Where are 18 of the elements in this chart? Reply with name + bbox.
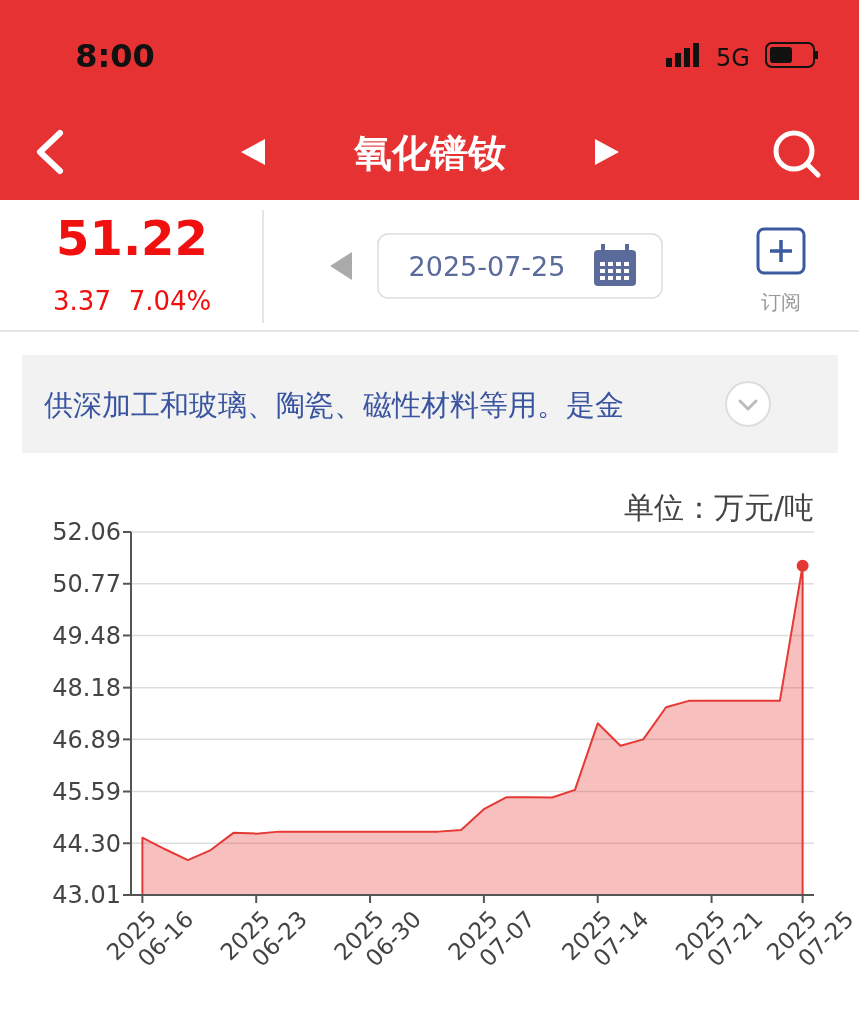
text: 51.22 [56,210,208,266]
y-tick-label: 49.48 [52,621,121,650]
text: 供深加工和玻璃、陶瓷、磁性材料等用。是金 [44,388,624,422]
chart-title: 氧化镨钕 [353,131,506,175]
y-tick-label: 46.89 [52,725,121,754]
text: 7.04% [128,286,212,316]
y-tick-label: 44.30 [52,829,121,858]
y-axis-title: 单位：万元/吨 [623,490,814,525]
text: 订阅 [761,290,801,314]
text: 8:00 [75,37,155,75]
y-tick-label: 43.01 [52,881,121,910]
text: 2025-07-25 [408,251,566,282]
y-tick-label: 45.59 [52,777,121,806]
text: 3.37 [53,286,111,316]
y-tick-label: 50.77 [52,570,121,599]
y-tick-label: 52.06 [52,518,121,547]
text: 5G [716,44,750,72]
y-tick-label: 48.18 [52,674,121,703]
